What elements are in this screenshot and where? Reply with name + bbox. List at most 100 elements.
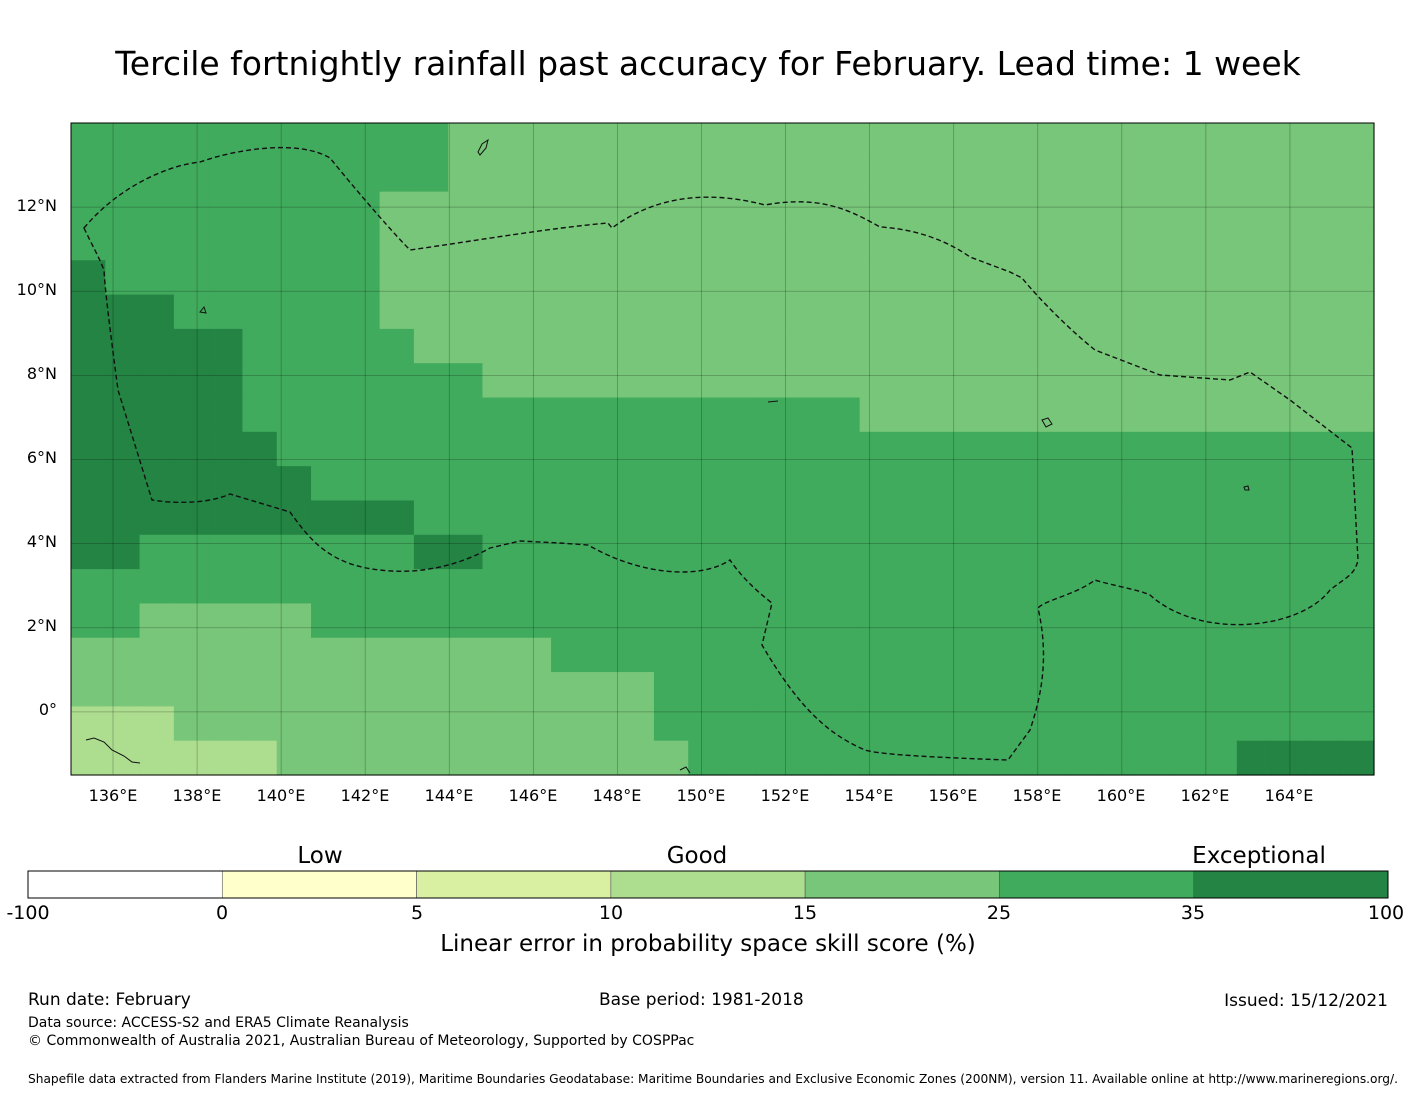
heatmap-cell [173, 328, 209, 364]
heatmap-cell [756, 260, 792, 296]
heatmap-cell [893, 225, 929, 261]
heatmap-cell [1031, 637, 1066, 673]
heatmap-cell [208, 260, 244, 296]
heatmap-cell [413, 706, 449, 742]
heatmap-cell [585, 363, 621, 399]
heatmap-cell [1339, 363, 1375, 399]
heatmap-cell [448, 363, 484, 399]
heatmap-cell [413, 397, 449, 433]
heatmap-cell [242, 260, 278, 296]
heatmap-cell [928, 294, 964, 330]
heatmap-cell [71, 191, 106, 227]
heatmap-cell [1133, 706, 1169, 742]
heatmap-cell [516, 328, 552, 364]
heatmap-cell [448, 740, 484, 776]
heatmap-cell [379, 672, 415, 707]
heatmap-cell [791, 397, 826, 433]
heatmap-cell [1271, 706, 1307, 742]
heatmap-cell [311, 603, 346, 639]
heatmap-cell [345, 672, 381, 707]
heatmap-cell [173, 431, 209, 467]
heatmap-cell [71, 706, 106, 742]
heatmap-cell [448, 191, 484, 227]
heatmap-cell [653, 706, 689, 742]
heatmap-cell [996, 157, 1032, 193]
heatmap-cell [1099, 672, 1135, 707]
heatmap-cell [1202, 569, 1238, 605]
heatmap-cell [448, 294, 484, 330]
heatmap-cell [619, 397, 655, 433]
heatmap-cell [1202, 225, 1238, 261]
heatmap-cell [619, 672, 655, 707]
heatmap-cell [928, 363, 964, 399]
heatmap-cell [962, 706, 998, 742]
heatmap-cell [1031, 123, 1066, 158]
lat-tick-label: 4°N [26, 532, 57, 551]
heatmap-cell [928, 672, 964, 707]
heatmap-cell [173, 534, 209, 570]
heatmap-cell [1305, 363, 1341, 399]
heatmap-cell [996, 225, 1032, 261]
heatmap-cell [825, 397, 861, 433]
heatmap-cell [173, 191, 209, 227]
heatmap-cell [1168, 500, 1204, 536]
heatmap-cell [1236, 569, 1272, 605]
heatmap-cell [345, 740, 381, 776]
heatmap-cell [1339, 637, 1375, 673]
heatmap-cell [482, 363, 518, 399]
heatmap-cell [756, 431, 792, 467]
heatmap-cell [1271, 431, 1307, 467]
heatmap-cell [585, 191, 621, 227]
heatmap-cell [688, 569, 724, 605]
heatmap-cell [1202, 123, 1238, 158]
heatmap-cell [208, 363, 244, 399]
heatmap-cell [688, 123, 724, 158]
heatmap-cell [893, 191, 929, 227]
heatmap-cell [756, 466, 792, 502]
heatmap-cell [1168, 740, 1204, 776]
heatmap-cell [893, 123, 929, 158]
heatmap-cell [1305, 534, 1341, 570]
heatmap-cell [1065, 706, 1101, 742]
heatmap-cell [242, 569, 278, 605]
heatmap-cell [516, 294, 552, 330]
heatmap-cell [619, 294, 655, 330]
heatmap-cell [413, 672, 449, 707]
heatmap-cell [653, 740, 689, 776]
heatmap-cell [516, 672, 552, 707]
colorbar-segment [221, 870, 417, 899]
heatmap-cell [791, 157, 826, 193]
heatmap-cell [413, 123, 449, 158]
heatmap-cell [173, 740, 209, 776]
heatmap-cell [653, 672, 689, 707]
heatmap-cell [105, 431, 141, 467]
heatmap-cell [1133, 123, 1169, 158]
heatmap-cell [173, 225, 209, 261]
base-period: Base period: 1981-2018 [599, 990, 804, 1010]
lat-tick-label: 0° [38, 700, 57, 719]
heatmap-cell [448, 603, 484, 639]
heatmap-cell [1202, 466, 1238, 502]
heatmap-cell [1168, 466, 1204, 502]
category-label-low: Low [297, 843, 343, 869]
heatmap-cell [791, 328, 826, 364]
heatmap-cell [276, 706, 312, 742]
heatmap-cell [996, 740, 1032, 776]
heatmap-cell [482, 225, 518, 261]
heatmap-cell [311, 431, 346, 467]
heatmap-cell [893, 500, 929, 536]
heatmap-cell [311, 637, 346, 673]
heatmap-cell [448, 706, 484, 742]
heatmap-cell [962, 191, 998, 227]
heatmap-cell [276, 603, 312, 639]
heatmap-cell [1133, 672, 1169, 707]
heatmap-cell [619, 500, 655, 536]
heatmap-cell [71, 294, 106, 330]
heatmap-cell [653, 157, 689, 193]
heatmap-cell [413, 637, 449, 673]
heatmap-cell [996, 534, 1032, 570]
heatmap-cell [962, 363, 998, 399]
heatmap-cell [413, 500, 449, 536]
heatmap-cell [962, 637, 998, 673]
heatmap-cell [756, 123, 792, 158]
